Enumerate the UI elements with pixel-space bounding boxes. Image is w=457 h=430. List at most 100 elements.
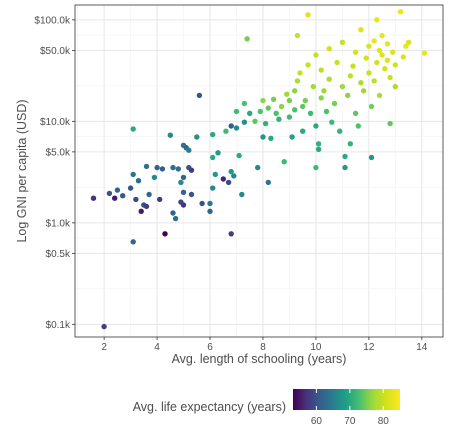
data-point <box>387 120 393 127</box>
y-tick-label: $5.0k <box>46 147 71 158</box>
data-point <box>188 167 195 173</box>
data-point <box>289 134 295 140</box>
data-point <box>371 38 377 44</box>
data-point <box>315 146 322 152</box>
data-point <box>199 200 205 207</box>
data-point <box>265 105 271 111</box>
data-point <box>207 200 213 207</box>
data-point <box>379 32 385 39</box>
data-point <box>347 73 353 79</box>
data-point <box>257 108 263 115</box>
data-point <box>180 189 187 195</box>
colorbar-tick-label: 60 <box>311 416 323 427</box>
data-point <box>268 135 274 141</box>
data-point <box>130 239 136 245</box>
data-point <box>135 178 142 184</box>
data-point <box>294 32 301 39</box>
data-point <box>151 174 158 181</box>
data-point <box>321 88 327 94</box>
y-tick-label: $0.5k <box>46 249 71 260</box>
data-point <box>236 152 242 159</box>
data-point <box>368 154 375 161</box>
data-point <box>138 208 144 214</box>
data-point <box>392 62 398 68</box>
plot-background <box>75 5 443 337</box>
data-point <box>345 92 351 99</box>
data-point <box>400 54 406 60</box>
data-point <box>210 131 216 138</box>
data-point <box>228 231 234 237</box>
data-point <box>188 191 195 198</box>
data-point <box>360 88 367 94</box>
data-point <box>210 154 216 161</box>
data-point <box>379 52 385 58</box>
data-point <box>337 128 343 134</box>
data-points <box>90 9 428 330</box>
data-point <box>313 123 319 129</box>
data-point <box>376 92 383 99</box>
data-point <box>114 187 121 193</box>
colorbar <box>293 389 400 410</box>
data-point <box>130 171 136 178</box>
data-point <box>167 132 173 138</box>
x-tick-label: 2 <box>101 342 107 353</box>
y-tick-label: $100.0k <box>34 15 71 26</box>
x-tick-label: 4 <box>154 342 160 353</box>
data-point <box>252 118 258 125</box>
data-point <box>368 103 375 110</box>
colorbar-tick-label: 80 <box>378 416 390 427</box>
data-point <box>334 59 340 66</box>
data-point <box>300 128 306 134</box>
data-point <box>207 208 213 214</box>
data-point <box>178 199 184 205</box>
data-point <box>331 100 338 107</box>
data-point <box>294 78 301 84</box>
data-point <box>352 110 359 117</box>
data-point <box>90 195 97 201</box>
data-point <box>170 164 176 171</box>
data-point <box>281 159 287 165</box>
data-point <box>143 163 150 170</box>
data-point <box>307 110 314 117</box>
data-point <box>374 59 380 66</box>
data-point <box>384 41 391 47</box>
data-point <box>215 150 221 156</box>
data-point <box>154 164 160 171</box>
x-tick-label: 10 <box>310 342 322 353</box>
data-point <box>223 128 229 134</box>
data-point <box>352 49 359 55</box>
data-point <box>162 231 168 237</box>
data-point <box>376 47 383 54</box>
data-point <box>318 95 324 101</box>
grid-lines <box>75 5 443 337</box>
data-point <box>358 27 364 33</box>
data-point <box>247 110 253 117</box>
data-point <box>403 43 409 49</box>
data-point <box>260 97 266 104</box>
data-point <box>270 96 277 103</box>
data-point <box>392 83 398 90</box>
data-point <box>286 97 293 104</box>
data-point <box>363 55 369 61</box>
data-point <box>244 36 250 42</box>
data-point <box>239 191 245 198</box>
data-point <box>313 164 319 171</box>
data-point <box>231 173 237 179</box>
x-axis-title: Avg. length of schooling (years) <box>172 352 347 366</box>
axis-ticks: 2 4 6 8 10 12 14 $0.1k $0.5k $1.0k $5.0k $10.0k $50.… <box>34 15 427 353</box>
data-point <box>318 67 324 73</box>
data-point <box>212 171 218 178</box>
data-point <box>228 123 234 129</box>
data-point <box>194 134 200 140</box>
data-point <box>405 39 412 45</box>
data-point <box>196 92 203 99</box>
data-point <box>260 134 266 140</box>
plot-border <box>74 4 444 338</box>
y-axis-title: Log GNI per capita (USD) <box>15 99 29 242</box>
data-point <box>172 215 179 222</box>
data-point <box>106 190 113 197</box>
data-point <box>326 76 332 82</box>
data-point <box>186 147 192 153</box>
colorbar-tick-label: 70 <box>344 416 356 427</box>
